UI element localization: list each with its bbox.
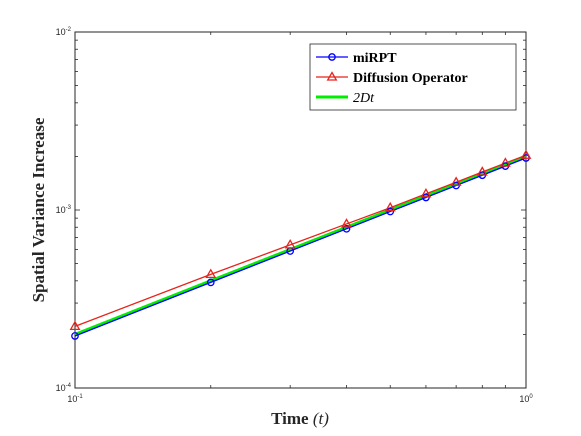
- x-tick-label-exp: -1: [77, 394, 83, 400]
- y-tick-label-exp: -4: [66, 383, 72, 389]
- y-axis-title: Spatial Variance Increase: [29, 117, 48, 302]
- y-tick-label: 10-2: [56, 27, 72, 37]
- legend-label-2dt-var: Dt: [359, 91, 375, 106]
- legend-label-2dt-num: 2: [353, 91, 360, 106]
- y-tick-label-exp: -3: [66, 205, 72, 211]
- x-tick-label: 100: [519, 394, 533, 404]
- y-tick-label-base: 10: [56, 27, 66, 37]
- point-diffusion-operator: [520, 149, 532, 159]
- series-layer: [69, 149, 532, 340]
- legend-marker-diffusion: [326, 71, 338, 81]
- x-tick-label-exp: 0: [529, 394, 533, 400]
- legend-label-2dt: 2Dt: [353, 91, 375, 106]
- point-mirpt: [342, 224, 351, 233]
- x-tick-label: 10-1: [67, 394, 83, 404]
- y-tick-label-base: 10: [56, 205, 66, 215]
- x-axis-title-var: (t): [313, 409, 329, 428]
- point-diffusion-operator: [420, 188, 432, 198]
- series-line-2dt: [74, 155, 527, 336]
- y-tick-label-exp: -2: [66, 27, 72, 33]
- series-line-mirpt: [74, 157, 527, 337]
- point-diffusion-operator: [341, 218, 352, 228]
- point-mirpt: [386, 207, 395, 216]
- y-tick-label: 10-4: [56, 383, 72, 393]
- point-mirpt: [422, 193, 430, 202]
- point-diffusion-operator: [384, 201, 396, 212]
- point-mirpt: [71, 332, 79, 340]
- legend: miRPT Diffusion Operator 2Dt: [309, 43, 517, 111]
- point-diffusion-operator: [69, 320, 81, 331]
- series-line-diffusion-operator: [74, 154, 527, 327]
- x-tick-label-base: 10: [67, 394, 77, 404]
- x-axis-title: Time (t): [271, 409, 329, 428]
- legend-label-mirpt: miRPT: [353, 51, 397, 66]
- x-tick-label-base: 10: [519, 394, 529, 404]
- point-diffusion-operator: [450, 176, 462, 186]
- ticks-layer: 10-410-310-210-1 100: [56, 27, 534, 404]
- y-tick-label: 10-3: [56, 205, 72, 215]
- point-diffusion-operator: [499, 157, 511, 167]
- point-diffusion-operator: [205, 268, 217, 279]
- y-tick-label-base: 10: [56, 383, 66, 393]
- point-mirpt: [206, 278, 215, 287]
- point-diffusion-operator: [476, 166, 488, 176]
- legend-label-diffusion: Diffusion Operator: [353, 71, 468, 86]
- legend-marker-mirpt: [328, 53, 336, 61]
- x-axis-title-text: Time: [271, 409, 309, 428]
- point-diffusion-operator: [284, 239, 296, 249]
